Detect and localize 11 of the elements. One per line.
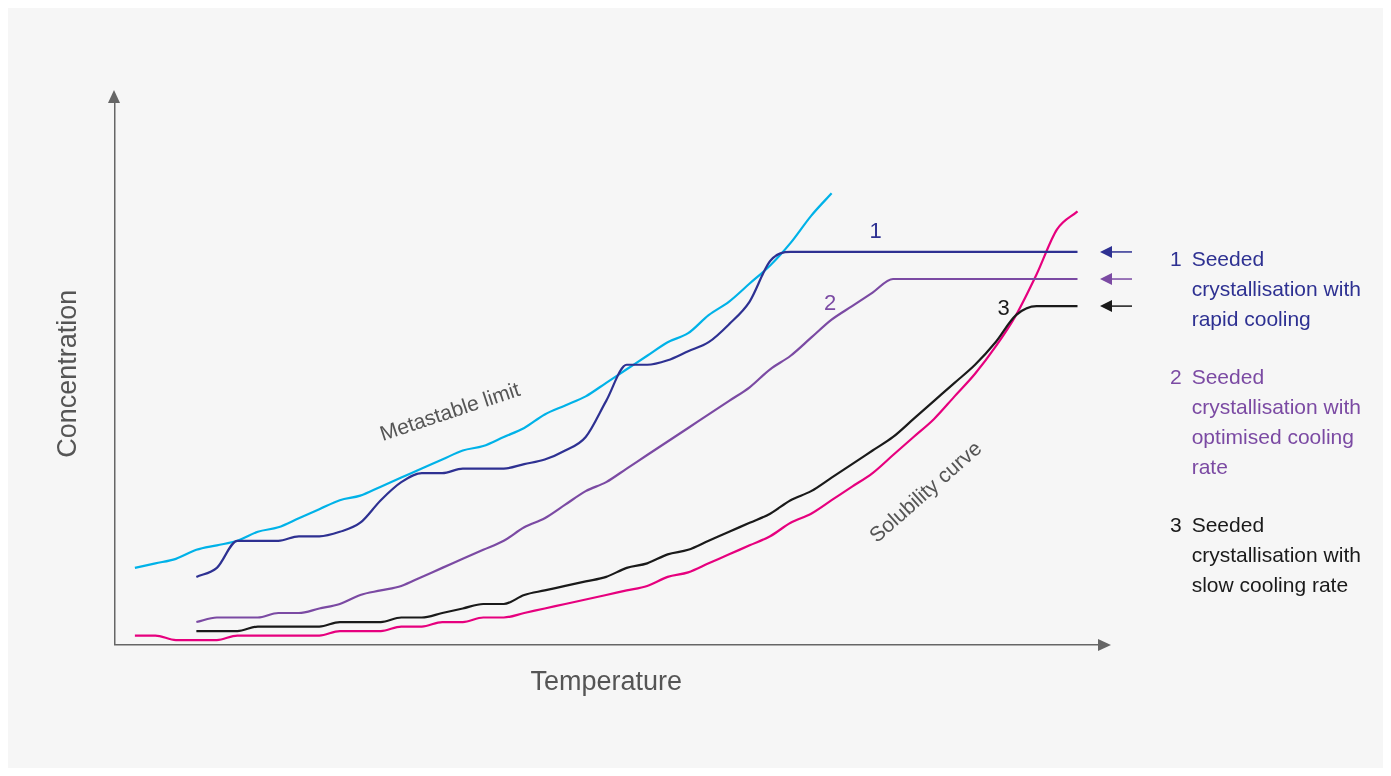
text: 3 [1170,513,1182,536]
annotation: 3 [997,295,1010,321]
x-axis-title: Temperature [530,666,682,697]
y-axis-title: Concentration [51,289,82,458]
annotation: 1 [869,218,882,243]
text: 1 [1170,247,1182,270]
text: Seeded crystallisation with optimised cooling rate [1191,364,1362,480]
text: 2 [1170,365,1182,388]
text: Seeded crystallisation with rapid cooling [1191,246,1362,332]
annotation: 2 [823,290,837,316]
text: Seeded crystallisation with slow cooling rate [1191,512,1362,598]
